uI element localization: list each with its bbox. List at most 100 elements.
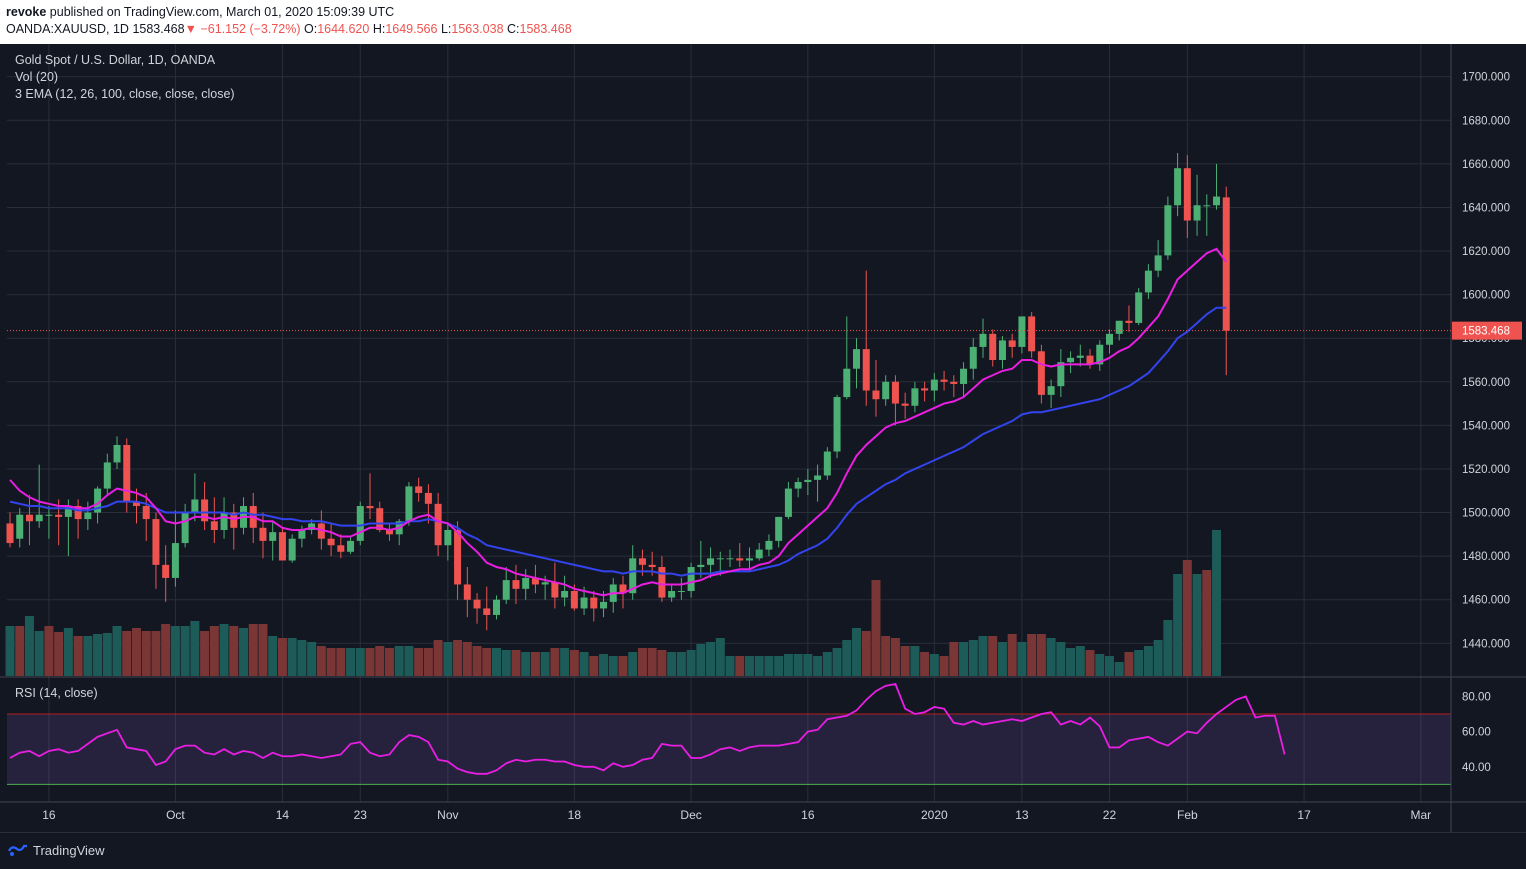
volume-bar bbox=[24, 616, 34, 676]
chart-grid bbox=[7, 44, 1451, 802]
volume-bar bbox=[316, 646, 326, 676]
candle-body bbox=[726, 558, 734, 560]
candle-body bbox=[356, 506, 364, 541]
candle-body bbox=[16, 514, 24, 539]
volume-bar bbox=[628, 652, 638, 676]
candle-body bbox=[1067, 357, 1075, 363]
volume-bar bbox=[521, 652, 531, 676]
candle-body bbox=[152, 519, 160, 565]
candle-body bbox=[775, 516, 783, 541]
candle-body bbox=[989, 333, 997, 360]
publisher-name[interactable]: revoke bbox=[6, 5, 47, 19]
volume-bar bbox=[988, 636, 998, 676]
volume-bar bbox=[803, 654, 813, 676]
ema-fast-line bbox=[9, 247, 1228, 597]
volume-bar bbox=[161, 624, 171, 676]
candle-body bbox=[551, 582, 559, 598]
legend-title[interactable]: Gold Spot / U.S. Dollar, 1D, OANDA bbox=[15, 53, 216, 67]
volume-bar bbox=[1066, 648, 1076, 676]
volume-bar bbox=[735, 656, 745, 676]
candle-body bbox=[473, 599, 481, 609]
candle-body bbox=[638, 558, 646, 565]
volume-bar bbox=[404, 646, 414, 676]
tradingview-brand[interactable]: TradingView bbox=[33, 843, 105, 858]
volume-bar bbox=[1104, 656, 1114, 676]
candle-body bbox=[998, 340, 1006, 360]
volume-bar bbox=[1075, 646, 1085, 676]
time-tick-label: 13 bbox=[1015, 808, 1029, 822]
volume-bar bbox=[190, 621, 200, 676]
candle-body bbox=[463, 584, 471, 600]
volume-bar bbox=[550, 648, 560, 676]
last-price-tag bbox=[1452, 321, 1522, 340]
candle-body bbox=[376, 508, 384, 530]
volume-bar bbox=[754, 656, 764, 676]
low-label: L: bbox=[440, 22, 452, 36]
volume-bar bbox=[968, 640, 978, 676]
candlesticks[interactable] bbox=[6, 152, 1230, 631]
price-tick-label: 1480.000 bbox=[1462, 551, 1510, 563]
candle-body bbox=[483, 608, 491, 615]
candle-body bbox=[201, 499, 209, 522]
price-tick-label: 1440.000 bbox=[1462, 638, 1510, 650]
price-tick-label: 1460.000 bbox=[1462, 595, 1510, 607]
low-value: 1563.038 bbox=[451, 22, 504, 36]
volume-bar bbox=[1153, 640, 1163, 676]
volume-bar bbox=[929, 654, 939, 676]
volume-bar bbox=[540, 652, 550, 676]
publish-info: revoke published on TradingView.com, Mar… bbox=[6, 5, 394, 19]
price-tick-label: 1520.000 bbox=[1462, 464, 1510, 476]
ohlc-readout: OANDA:XAUUSD, 1D 1583.468▼ −61.152 (−3.7… bbox=[6, 22, 572, 36]
candle-body bbox=[580, 597, 588, 609]
candle-body bbox=[541, 582, 549, 585]
axes: 1440.000 1460.000 1480.000 1500.000 1520.000… bbox=[0, 44, 1526, 832]
candle-body bbox=[843, 368, 851, 398]
candle-body bbox=[278, 532, 286, 561]
candle-body bbox=[853, 349, 861, 369]
volume-bar bbox=[248, 624, 258, 676]
price-tick-label: 1680.000 bbox=[1462, 115, 1510, 127]
publish-header: revoke published on TradingView.com, Mar… bbox=[0, 0, 1526, 44]
legend-volume[interactable]: Vol (20) bbox=[15, 70, 59, 84]
volume-bar bbox=[949, 642, 959, 676]
candle-body bbox=[171, 543, 179, 578]
volume-bar bbox=[355, 648, 365, 676]
candle-body bbox=[522, 577, 530, 589]
volume-bar bbox=[1202, 570, 1212, 676]
volume-bar bbox=[384, 648, 394, 676]
candle-body bbox=[784, 488, 792, 517]
volume-bar bbox=[112, 626, 122, 676]
ema-slow-line bbox=[9, 306, 1227, 577]
volume-bar bbox=[170, 626, 180, 676]
volume-bar bbox=[54, 632, 64, 676]
volume-bar bbox=[73, 636, 83, 676]
rsi-pane[interactable]: 40.00 60.00 80.00 RSI (14, close) bbox=[7, 683, 1491, 785]
volume-bar bbox=[569, 650, 579, 676]
volume-bar bbox=[258, 624, 268, 676]
last-price-label: 1583.468 bbox=[1462, 326, 1510, 338]
candle-body bbox=[1096, 344, 1104, 365]
volume-bar bbox=[706, 642, 716, 676]
volume-bar bbox=[131, 628, 141, 676]
volume-bar bbox=[141, 631, 151, 676]
volume-bar bbox=[1085, 650, 1095, 676]
candle-body bbox=[220, 512, 228, 530]
candle-body bbox=[619, 584, 627, 594]
rsi-line bbox=[9, 683, 1286, 775]
tradingview-logo-icon[interactable] bbox=[8, 843, 28, 857]
candle-body bbox=[921, 388, 929, 391]
legend-ema[interactable]: 3 EMA (12, 26, 100, close, close, close) bbox=[15, 87, 235, 101]
chart-legend: Gold Spot / U.S. Dollar, 1D, OANDA Vol (… bbox=[15, 52, 235, 103]
volume-bar bbox=[783, 654, 793, 676]
symbol-label: OANDA:XAUUSD, 1D bbox=[6, 22, 129, 36]
volume-bar bbox=[423, 648, 433, 676]
volume-bar bbox=[492, 648, 501, 676]
rsi-tick-label: 60.00 bbox=[1462, 727, 1491, 739]
volume-bar bbox=[890, 638, 900, 676]
volume-bars bbox=[5, 530, 1222, 676]
rsi-label: RSI (14, close) bbox=[15, 686, 98, 700]
volume-bar bbox=[686, 650, 696, 676]
open-value: 1644.620 bbox=[317, 22, 370, 36]
volume-bar bbox=[1212, 530, 1222, 676]
